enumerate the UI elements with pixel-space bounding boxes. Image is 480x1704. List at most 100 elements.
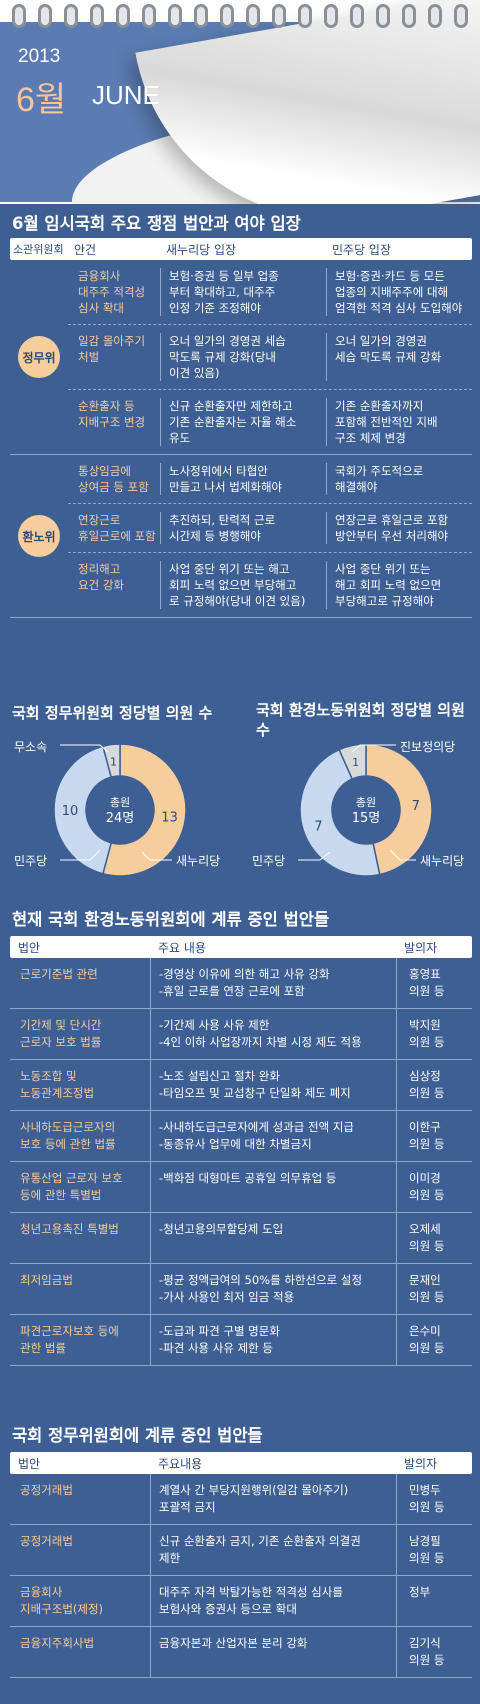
hwannoh-table-header: 법안 주요 내용 발의자 (10, 936, 472, 958)
minju-line: 엄격한 적격 심사 도입해야 (335, 301, 463, 315)
bill-sponsor-line: 은수미 (409, 1324, 441, 1338)
bill-name-line: 사내하도급근로자의 (20, 1120, 116, 1134)
saenuri-line: 유도 (169, 431, 191, 445)
bill-row: 근로기준법 관련 -경영상 이유에 의한 해고 사유 강화 -휴일 근로를 연장 근… (10, 958, 472, 1009)
donut-center-label: 총원 (356, 796, 376, 809)
ring-icon (324, 4, 338, 28)
donut-center-label: 총원 (110, 796, 130, 809)
bill-content-line: 보험사와 증권사 등으로 확대 (159, 1602, 297, 1616)
ring-icon (350, 4, 364, 28)
ring-icon (220, 4, 234, 28)
ring-icon (402, 4, 416, 28)
saenuri-position: 오너 일가의 경영권 세습 막도록 규제 강화(당내 이견 있음) (160, 333, 326, 381)
saenuri-position: 추진하되, 탄력적 근로 시간제 등 병행해야 (160, 512, 326, 544)
bill-sponsor-line: 이한구 (409, 1120, 441, 1134)
bill-name-line: 근로기준법 관련 (20, 967, 98, 981)
hwannoh-table-body: 근로기준법 관련 -경영상 이유에 의한 해고 사유 강화 -휴일 근로를 연장 근… (10, 958, 472, 1366)
ring-icon (64, 4, 78, 28)
bill-content-line: -노조 설립신고 절차 완화 (159, 1069, 280, 1083)
issue-item-line: 금융회사 (78, 269, 121, 283)
ring-icon (298, 4, 312, 28)
saenuri-line: 신규 순환출자만 제한하고 (169, 399, 293, 413)
issue-row: 금융회사 대주주 적격성 심사 확대 보험·증권 등 일부 업종 부터 확대하고, 대주… (68, 260, 472, 325)
hwannoh-bills-table: 법안 주요 내용 발의자 근로기준법 관련 -경영상 이유에 의한 해고 사유 강… (10, 936, 472, 1366)
bill-content-line: -평균 정액급여의 50%를 하한선으로 설정 (159, 1273, 363, 1287)
donut-chart-jeongmu: 13 10 1 총원 24명 (53, 743, 187, 877)
bill-row: 공정거래법 계열사 간 부당지원행위(일감 몰아주기) 포괄적 금지 민병두 의원 등 (10, 1474, 472, 1525)
issue-item-line: 통상임금에 (78, 464, 131, 478)
bill-sponsor-line: 민병두 (409, 1483, 441, 1497)
bill-name: 금융지주회사법 (10, 1627, 150, 1677)
saenuri-line: 추진하되, 탄력적 근로 (169, 513, 276, 527)
bill-name: 금융회사 지배구조법(제정) (10, 1576, 150, 1626)
bill-row: 사내하도급근로자의 보호 등에 관한 법률 -사내하도급근로자에게 성과급 전액 지… (10, 1111, 472, 1162)
issue-item-line: 연장근로 (78, 513, 121, 527)
bill-content: -사내하도급근로자에게 성과급 전액 지급 -동종유사 업무에 대한 차별금지 (150, 1111, 396, 1161)
calendar-header: 2013 6월 JUNE (0, 0, 480, 204)
bill-content-line: -경영상 이유에 의한 해고 사유 강화 (159, 967, 330, 981)
issue-item: 정리해고 요건 강화 (68, 561, 160, 609)
chart2-label-minju: 민주당 (252, 854, 286, 868)
chart1-label-saenuri: 새누리당 (176, 854, 221, 868)
table1-title: 6월 임시국회 주요 쟁점 법안과 여야 입장 (12, 214, 301, 233)
committee-cell: 환노위 (10, 455, 68, 617)
saenuri-line: 사업 중단 위기 또는 해고 (169, 562, 290, 576)
bill-content: 신규 순환출자 금지, 기존 순환출자 의결권 제한 (150, 1525, 396, 1575)
bill-name-line: 공정거래법 (20, 1483, 73, 1497)
issue-item-line: 심사 확대 (78, 301, 124, 315)
bill-name: 공정거래법 (10, 1525, 150, 1575)
spiral-binding (0, 0, 480, 28)
bill-name: 기간제 및 단시간 근로자 보호 법률 (10, 1009, 150, 1059)
bill-sponsor-line: 정부 (409, 1585, 431, 1599)
issue-item: 순환출자 등 지배구조 변경 (68, 398, 160, 446)
donut-center-label: 15명 (352, 811, 381, 826)
header-minju: 민주당 입장 (332, 242, 392, 257)
bill-content-line: 신규 순환출자 금지, 기존 순환출자 의결권 (159, 1534, 361, 1548)
issue-item-line: 일감 몰아주기 (78, 334, 146, 348)
saenuri-line: 만들고 나서 법제화해야 (169, 480, 283, 494)
minju-position: 보험·증권·카드 등 모든 업종의 지배주주에 대해 엄격한 적격 심사 도입해야 (326, 268, 472, 316)
header-bill: 법안 (18, 1456, 41, 1471)
bill-sponsor-line: 홍영표 (409, 967, 441, 981)
bill-row: 파견근로자보호 등에 관한 법률 -도급과 파견 구별 명문화 -파견 사용 사유 제… (10, 1315, 472, 1366)
bill-content: -청년고용의무할당제 도입 (150, 1213, 396, 1263)
issue-item: 금융회사 대주주 적격성 심사 확대 (68, 268, 160, 316)
minju-line: 구조 체제 변경 (335, 431, 406, 445)
bill-sponsor: 정부 (396, 1576, 472, 1626)
bill-row: 노동조합 및 노동관계조정법 -노조 설립신고 절차 완화 -타임오프 및 교섭창구 … (10, 1060, 472, 1111)
header-content: 주요내용 (158, 1456, 203, 1471)
issue-item-line: 지배구조 변경 (78, 415, 146, 429)
bill-content-line: -도급과 파견 구별 명문화 (159, 1324, 280, 1338)
ring-icon (12, 4, 26, 28)
chart1-title: 국회 정무위원회 정당별 의원 수 (12, 704, 213, 722)
minju-line: 세습 막도록 규제 강화 (335, 350, 442, 364)
bill-content: 금융자본과 산업자본 분리 강화 (150, 1627, 396, 1677)
bill-sponsor: 이한구 의원 등 (396, 1111, 472, 1161)
pie-slice-민주당 (299, 748, 381, 877)
bill-name-line: 금융지주회사법 (20, 1636, 95, 1650)
minju-line: 방안부터 우선 처리해야 (335, 529, 449, 543)
header-saenuri: 새누리당 입장 (166, 242, 237, 257)
calendar-month: 6월 (16, 81, 67, 119)
committee-cell: 정무위 (10, 260, 68, 454)
saenuri-line: 막도록 규제 강화(당내 (169, 350, 277, 364)
bill-sponsor-line: 의원 등 (409, 1188, 445, 1202)
ring-icon (168, 4, 182, 28)
pie-value-label: 1 (352, 756, 359, 769)
chart2-label-jinbo: 진보정의당 (400, 740, 456, 754)
bill-sponsor-line: 의원 등 (409, 1290, 445, 1304)
ring-icon (194, 4, 208, 28)
issue-row: 순환출자 등 지배구조 변경 신규 순환출자만 제한하고 기존 순환출자는 자율 해소… (68, 390, 472, 454)
bill-sponsor-line: 문재인 (409, 1273, 441, 1287)
committee-badge: 정무위 (18, 336, 60, 378)
bill-sponsor-line: 이미경 (409, 1171, 441, 1185)
header-item: 안건 (74, 242, 97, 257)
ring-icon (142, 4, 156, 28)
saenuri-line: 이견 있음) (169, 366, 220, 380)
issue-item: 통상임금에 상여금 등 포함 (68, 463, 160, 495)
issue-row: 통상임금에 상여금 등 포함 노사정위에서 타협안 만들고 나서 법제화해야 국회가 주… (68, 455, 472, 504)
bill-sponsor-line: 심상정 (409, 1069, 441, 1083)
bill-sponsor: 남경필 의원 등 (396, 1525, 472, 1575)
